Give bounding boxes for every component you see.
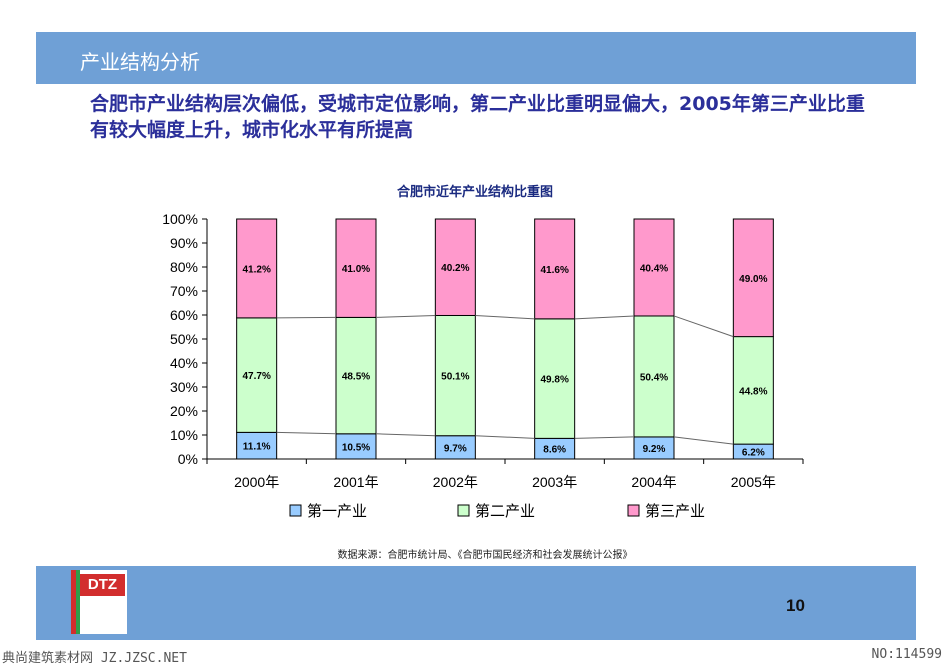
series-line <box>475 435 535 439</box>
data-label: 44.8% <box>739 386 767 397</box>
legend-swatch <box>457 504 470 517</box>
data-label: 10.5% <box>342 442 370 453</box>
data-label: 6.2% <box>742 448 765 459</box>
series-line <box>673 436 734 445</box>
series-line <box>574 436 635 439</box>
chart-title: 合肥市近年产业结构比重图 <box>396 185 553 200</box>
header-band <box>36 32 916 84</box>
logo-red-stripe <box>71 570 76 634</box>
series-line <box>574 315 635 320</box>
data-label: 41.0% <box>342 264 370 275</box>
y-tick-label: 10% <box>170 427 198 443</box>
slide-title: 产业结构分析 <box>80 50 200 74</box>
data-label: 49.0% <box>739 274 767 285</box>
y-tick-label: 90% <box>170 235 198 251</box>
bar-segment <box>236 317 278 433</box>
bar-segment <box>633 218 675 317</box>
legend-label: 第一产业 <box>307 502 367 520</box>
legend-swatch <box>289 504 302 517</box>
bar-segment <box>434 218 476 316</box>
x-tick-label: 2001年 <box>333 474 378 490</box>
data-label: 11.1% <box>243 442 271 453</box>
bar-segment <box>732 218 774 338</box>
data-label: 41.6% <box>540 265 568 276</box>
watermark-id: NO:114599 <box>871 647 942 662</box>
bar-segment <box>534 318 576 439</box>
bar-segment <box>732 336 774 445</box>
data-label: 50.1% <box>441 372 469 383</box>
series-line <box>375 433 436 437</box>
data-label: 8.6% <box>543 445 566 456</box>
x-tick-label: 2003年 <box>532 474 577 490</box>
bar-segment <box>335 218 377 318</box>
y-tick-label: 30% <box>170 379 198 395</box>
bar-segment <box>236 218 278 319</box>
footer-band <box>36 566 916 640</box>
bar-segment <box>633 315 675 438</box>
legend-swatch <box>627 504 640 517</box>
y-tick-label: 0% <box>178 451 198 467</box>
logo-green-stripe <box>76 570 80 634</box>
y-tick-label: 50% <box>170 331 198 347</box>
y-tick-label: 70% <box>170 283 198 299</box>
y-tick-label: 20% <box>170 403 198 419</box>
data-label: 50.4% <box>640 372 668 383</box>
x-tick-label: 2004年 <box>631 474 676 490</box>
data-label: 49.8% <box>540 375 568 386</box>
x-tick-label: 2002年 <box>433 474 478 490</box>
watermark-site: 典尚建筑素材网 JZ.JZSC.NET <box>2 651 187 666</box>
data-label: 40.2% <box>441 263 469 274</box>
dtz-logo: DTZ <box>71 570 127 634</box>
legend-label: 第三产业 <box>645 502 705 520</box>
bar-segment <box>434 314 476 437</box>
data-label: 48.5% <box>342 372 370 383</box>
series-line <box>276 431 337 435</box>
data-label: 9.2% <box>643 444 666 455</box>
x-tick-label: 2000年 <box>234 474 279 490</box>
y-tick-label: 80% <box>170 259 198 275</box>
y-tick-label: 100% <box>162 211 198 227</box>
bar-segment <box>534 218 576 320</box>
data-label: 41.2% <box>242 264 270 275</box>
data-label: 40.4% <box>640 263 668 274</box>
legend-label: 第二产业 <box>475 502 535 520</box>
data-source-note: 数据来源：合肥市统计局、《合肥市国民经济和社会发展统计公报》 <box>337 550 633 561</box>
logo-wordmark: DTZ <box>80 574 125 596</box>
x-tick-label: 2005年 <box>731 474 776 490</box>
page-number: 10 <box>786 596 805 615</box>
slide-headline: 合肥市产业结构层次偏低，受城市定位影响，第二产业比重明显偏大，2005年第三产业… <box>90 93 865 141</box>
bar-segment <box>335 433 377 460</box>
data-label: 47.7% <box>242 371 270 382</box>
series-line <box>375 314 436 318</box>
series-line <box>673 315 734 338</box>
y-tick-label: 60% <box>170 307 198 323</box>
y-tick-label: 40% <box>170 355 198 371</box>
series-line <box>475 314 535 320</box>
data-label: 9.7% <box>444 443 467 454</box>
stacked-bar-chart: 0% 10% 20% 30% 40% 50% 60% 70% 80% 90% 100% 2000年 20… <box>162 211 804 520</box>
bar-segment <box>335 316 377 435</box>
